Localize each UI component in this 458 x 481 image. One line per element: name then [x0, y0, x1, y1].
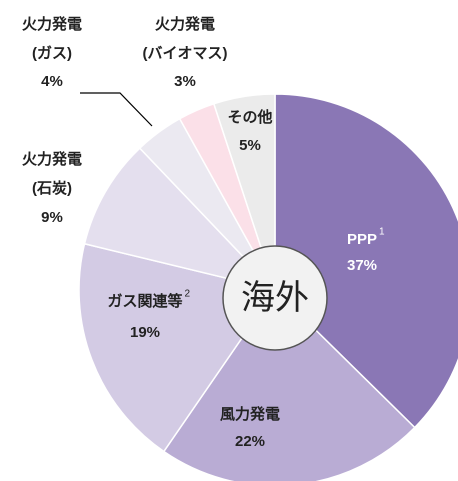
pie-slice	[274, 93, 458, 429]
leader-line	[80, 92, 153, 127]
pie-slice	[162, 288, 416, 481]
value-label: 4%	[41, 73, 63, 90]
slice-label: 火力発電	[22, 15, 82, 33]
slice-label: (ガス)	[32, 45, 72, 62]
slice-label: ガス関連等	[107, 292, 182, 310]
slice-label: 風力発電	[220, 405, 280, 423]
slice-label: その他	[227, 108, 272, 126]
center-label: 海外	[241, 279, 309, 317]
pie-slice	[83, 147, 278, 292]
slice-label: PPP	[347, 231, 377, 248]
center-circle	[222, 245, 328, 351]
value-label: 5%	[239, 137, 261, 154]
superscript: 2	[185, 289, 191, 300]
value-label: 9%	[41, 209, 63, 226]
slice-label: (バイオマス)	[143, 45, 228, 62]
value-label: 22%	[235, 433, 265, 450]
slice-label: 火力発電	[155, 15, 215, 33]
slice-label: (石炭)	[32, 179, 72, 197]
pie-slice	[212, 93, 276, 291]
value-label: 3%	[174, 73, 196, 90]
superscript: 1	[379, 227, 385, 238]
value-label: 37%	[347, 257, 377, 274]
slice-label: 火力発電	[22, 150, 82, 168]
value-label: 19%	[130, 324, 160, 341]
